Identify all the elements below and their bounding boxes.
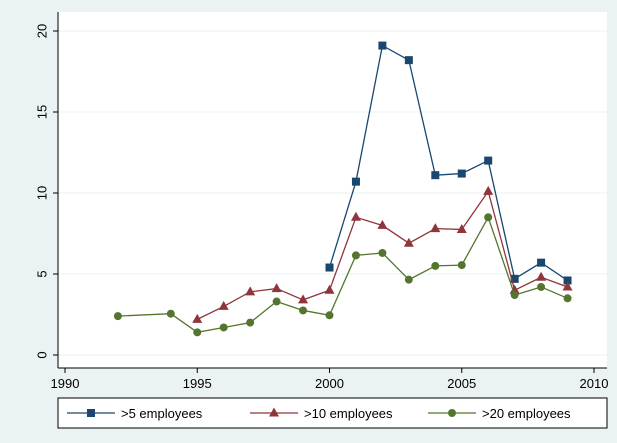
data-point <box>298 294 309 304</box>
data-point <box>431 261 440 270</box>
series-line <box>328 44 568 282</box>
grid-lines <box>58 30 607 356</box>
data-point <box>510 274 519 283</box>
legend-label: >10 employees <box>304 406 393 421</box>
legend-marker <box>269 407 279 417</box>
y-axis-ticks: 0 5 10 15 20 <box>35 24 58 359</box>
data-point <box>562 281 573 291</box>
x-tick-label: 1990 <box>51 376 80 391</box>
data-point <box>537 258 546 267</box>
data-point <box>324 284 335 294</box>
data-point <box>537 282 546 291</box>
data-point <box>246 318 255 327</box>
data-point <box>218 300 229 310</box>
data-point <box>271 283 282 293</box>
data-point <box>403 237 414 247</box>
legend-item: >20 employees <box>428 406 571 421</box>
data-point <box>245 286 256 296</box>
data-point <box>483 185 494 195</box>
legend-marker <box>448 409 456 417</box>
data-point <box>563 276 572 285</box>
y-tick-label: 5 <box>35 270 50 277</box>
series-2 <box>192 185 573 323</box>
series-3 <box>113 213 572 337</box>
x-axis-ticks: 1990 1995 2000 2005 2010 <box>51 368 609 391</box>
data-point <box>456 223 467 233</box>
data-point <box>378 41 387 50</box>
legend-label: >5 employees <box>121 406 203 421</box>
data-point <box>431 171 440 180</box>
data-point <box>272 297 281 306</box>
data-point <box>430 223 441 233</box>
data-point <box>192 313 203 323</box>
data-point <box>350 211 361 221</box>
data-point <box>509 284 520 294</box>
data-point <box>378 248 387 257</box>
data-point <box>536 271 547 281</box>
data-point <box>325 263 334 272</box>
data-point <box>299 306 308 315</box>
y-tick-label: 20 <box>35 24 50 38</box>
legend-label: >20 employees <box>482 406 571 421</box>
data-point <box>377 219 388 229</box>
data-point <box>404 275 413 284</box>
legend-box <box>57 397 608 429</box>
y-tick-label: 0 <box>35 351 50 358</box>
data-point <box>113 312 122 321</box>
data-point <box>219 323 228 332</box>
data-point <box>510 291 519 300</box>
x-tick-label: 1995 <box>183 376 212 391</box>
data-point <box>193 328 202 337</box>
data-point <box>563 294 572 303</box>
y-tick-label: 10 <box>35 186 50 200</box>
legend-item: >10 employees <box>250 406 393 421</box>
x-tick-label: 2000 <box>315 376 344 391</box>
x-tick-label: 2010 <box>580 376 609 391</box>
x-tick-label: 2005 <box>447 376 476 391</box>
data-point <box>457 261 466 270</box>
data-point <box>484 156 493 165</box>
data-point <box>457 169 466 178</box>
data-point <box>351 251 360 260</box>
legend-items: >5 employees >10 employees >20 employees <box>67 406 571 421</box>
legend: >5 employees >10 employees >20 employees <box>57 397 608 429</box>
series-layer <box>113 41 573 337</box>
legend-item: >5 employees <box>67 406 203 421</box>
legend-marker <box>87 409 95 417</box>
data-point <box>351 177 360 186</box>
series-1 <box>325 41 572 285</box>
data-point <box>404 56 413 65</box>
y-tick-label: 15 <box>35 105 50 119</box>
data-point <box>166 309 175 318</box>
data-point <box>484 213 493 222</box>
data-point <box>325 311 334 320</box>
